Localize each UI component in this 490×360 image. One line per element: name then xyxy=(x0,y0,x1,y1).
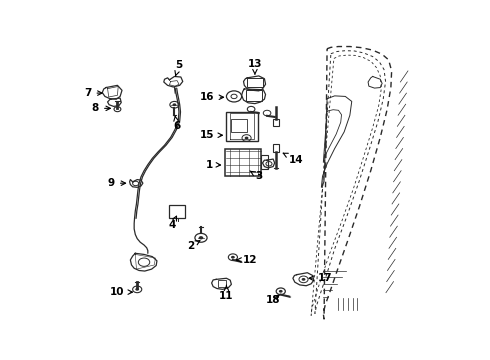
Text: 18: 18 xyxy=(266,294,280,305)
Text: 13: 13 xyxy=(247,59,262,75)
Text: 4: 4 xyxy=(169,216,176,230)
Text: 6: 6 xyxy=(173,116,181,131)
Circle shape xyxy=(279,290,283,293)
Circle shape xyxy=(135,288,139,291)
Circle shape xyxy=(199,236,203,239)
Bar xyxy=(261,156,268,169)
Text: 15: 15 xyxy=(200,130,222,140)
Circle shape xyxy=(231,256,235,258)
Text: 14: 14 xyxy=(283,153,303,165)
Bar xyxy=(247,78,263,87)
Text: 10: 10 xyxy=(110,287,132,297)
Bar xyxy=(273,144,279,152)
Text: 8: 8 xyxy=(92,103,110,113)
Text: 9: 9 xyxy=(108,178,125,188)
Text: 3: 3 xyxy=(250,171,262,181)
Bar xyxy=(246,90,262,101)
Text: 5: 5 xyxy=(175,60,183,76)
Circle shape xyxy=(302,278,305,281)
Bar xyxy=(231,118,246,132)
Bar xyxy=(273,118,279,126)
Text: 2: 2 xyxy=(187,240,200,251)
Text: 17: 17 xyxy=(309,273,333,283)
Text: 12: 12 xyxy=(237,255,258,265)
Bar xyxy=(225,149,261,176)
Text: 16: 16 xyxy=(200,92,223,102)
Bar xyxy=(226,112,258,141)
Bar xyxy=(170,205,185,219)
Text: 11: 11 xyxy=(219,285,234,301)
Bar xyxy=(218,280,226,287)
Circle shape xyxy=(172,103,176,106)
Text: 1: 1 xyxy=(206,159,220,170)
Text: 7: 7 xyxy=(84,88,102,98)
Circle shape xyxy=(245,136,248,139)
